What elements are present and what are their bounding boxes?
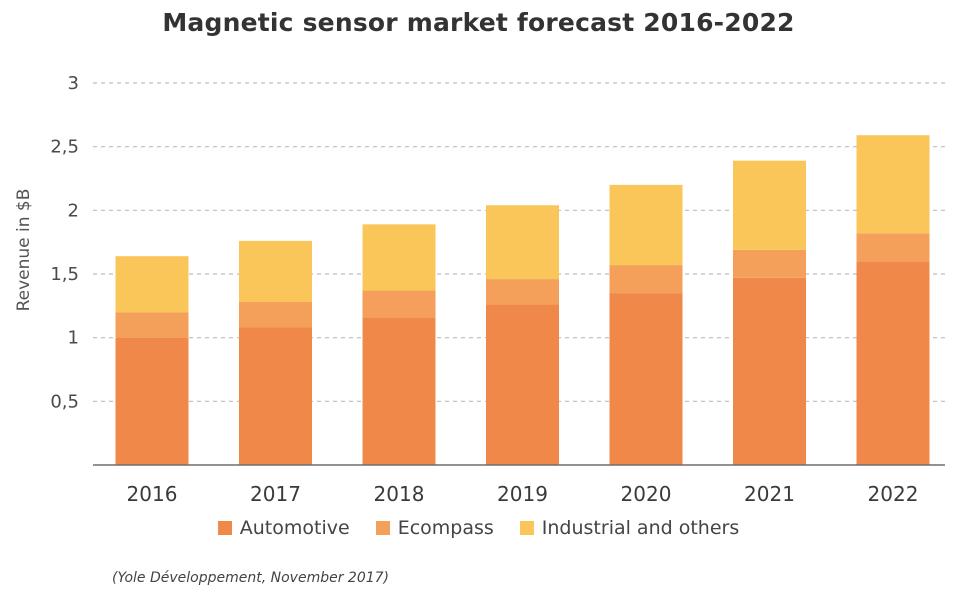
- bar-automotive-2016: [115, 337, 189, 465]
- bar-ecompass-2019: [486, 279, 559, 305]
- legend-swatch-automotive: [217, 521, 232, 535]
- x-tick-label: 2016: [127, 482, 178, 506]
- x-tick-label: 2020: [621, 482, 672, 506]
- bar-automotive-2019: [486, 304, 559, 465]
- bar-ecompass-2020: [609, 265, 683, 294]
- y-tick-label: 1,5: [50, 264, 79, 285]
- bar-industrial-2017: [239, 240, 312, 303]
- x-tick-label: 2022: [868, 482, 919, 506]
- bar-industrial-2016: [115, 256, 189, 313]
- bar-automotive-2018: [362, 317, 436, 465]
- legend-swatch-industrial: [519, 521, 534, 535]
- bar-industrial-2022: [856, 135, 930, 234]
- legend-label-automotive: Automotive: [239, 517, 350, 539]
- legend-item-industrial: Industrial and others: [519, 517, 740, 539]
- source-note: (Yole Développement, November 2017): [112, 570, 390, 586]
- bar-ecompass-2017: [239, 302, 312, 328]
- bar-automotive-2020: [609, 293, 683, 465]
- bar-industrial-2018: [362, 224, 436, 291]
- legend-item-ecompass: Ecompass: [375, 517, 494, 539]
- y-tick-label: 0,5: [50, 391, 79, 412]
- y-tick-label: 2: [68, 200, 79, 221]
- x-tick-label: 2017: [250, 482, 301, 506]
- bar-automotive-2017: [239, 327, 312, 465]
- bar-industrial-2020: [609, 184, 683, 266]
- bar-ecompass-2021: [733, 249, 806, 278]
- x-tick-label: 2021: [744, 482, 795, 506]
- y-tick-label: 1: [68, 328, 79, 349]
- y-axis-label: Revenue in $B: [14, 188, 34, 312]
- bar-ecompass-2022: [856, 233, 930, 262]
- bar-automotive-2022: [856, 261, 930, 465]
- bar-ecompass-2016: [115, 312, 189, 338]
- bar-industrial-2019: [486, 205, 559, 280]
- legend: Automotive Ecompass Industrial and other…: [0, 517, 957, 539]
- chart-title: Magnetic sensor market forecast 2016-202…: [162, 8, 795, 37]
- legend-label-ecompass: Ecompass: [397, 517, 494, 539]
- legend-label-industrial: Industrial and others: [541, 517, 740, 539]
- legend-item-automotive: Automotive: [217, 517, 350, 539]
- bar-industrial-2021: [733, 160, 806, 250]
- x-tick-label: 2018: [374, 482, 425, 506]
- bar-automotive-2021: [733, 277, 806, 465]
- bar-ecompass-2018: [362, 290, 436, 318]
- y-tick-label: 3: [68, 73, 79, 94]
- y-tick-label: 2,5: [50, 137, 79, 158]
- legend-swatch-ecompass: [375, 521, 390, 535]
- x-tick-label: 2019: [497, 482, 548, 506]
